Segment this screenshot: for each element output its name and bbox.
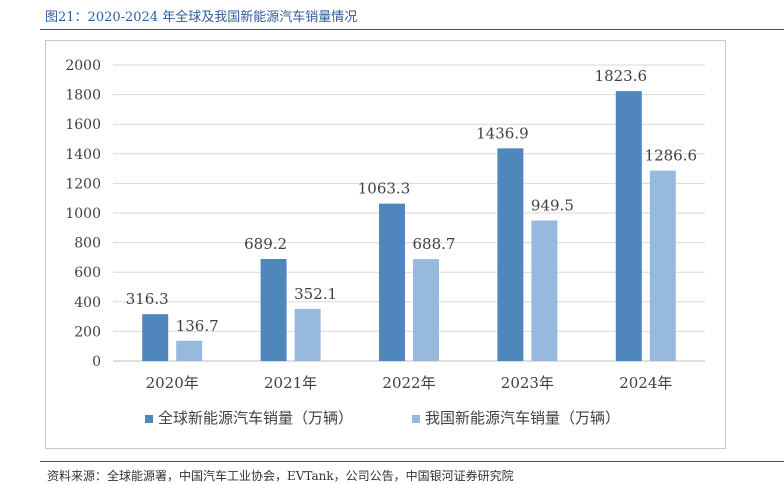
- bar-global: [379, 203, 405, 361]
- bar-china: [649, 170, 676, 361]
- data-label-china: 1286.6: [645, 147, 698, 165]
- figure-title: 图21：2020-2024 年全球及我国新能源汽车销量情况: [45, 10, 358, 25]
- chart-frame: [45, 40, 726, 449]
- legend-swatch-global: [145, 415, 153, 423]
- x-tick-label: 2020年: [146, 374, 199, 392]
- data-label-china: 352.1: [294, 285, 337, 303]
- bar-global: [142, 314, 169, 361]
- source-note: 资料来源：全球能源署，中国汽车工业协会，EVTank，公司公告，中国银河证券研究…: [47, 469, 514, 483]
- y-tick-label: 1600: [65, 117, 101, 133]
- data-label-global: 1063.3: [358, 180, 411, 198]
- bar-china: [531, 220, 558, 361]
- y-tick-label: 1400: [65, 147, 101, 163]
- data-label-global: 1823.6: [595, 67, 648, 85]
- y-tick-label: 1000: [65, 206, 101, 222]
- data-label-china: 688.7: [413, 235, 456, 253]
- x-tick-label: 2021年: [264, 374, 317, 392]
- bar-china: [413, 259, 439, 361]
- bar-china: [176, 340, 203, 361]
- data-label-global: 316.3: [126, 290, 169, 308]
- x-tick-label: 2024年: [619, 374, 672, 392]
- data-label-china: 136.7: [176, 317, 219, 335]
- bar-global: [615, 91, 642, 361]
- data-label-global: 1436.9: [476, 124, 529, 142]
- y-tick-label: 400: [74, 295, 101, 311]
- bar-global: [260, 258, 287, 361]
- legend-label-china: 我国新能源汽车销量（万辆）: [425, 409, 620, 427]
- legend-swatch-china: [412, 415, 420, 423]
- y-tick-label: 0: [92, 354, 101, 370]
- legend-label-global: 全球新能源汽车销量（万辆）: [158, 409, 353, 427]
- source-rule: [40, 461, 784, 462]
- x-tick-label: 2023年: [501, 374, 554, 392]
- title-rule: [40, 29, 784, 30]
- y-tick-label: 2000: [65, 58, 101, 74]
- x-tick-label: 2022年: [382, 374, 435, 392]
- data-label-global: 689.2: [244, 235, 287, 253]
- bar-global: [497, 148, 524, 361]
- y-tick-label: 600: [74, 265, 101, 281]
- y-tick-label: 800: [74, 236, 101, 252]
- y-tick-label: 1800: [65, 88, 101, 104]
- data-label-china: 949.5: [531, 196, 574, 214]
- bar-china: [294, 308, 321, 361]
- y-tick-label: 1200: [65, 176, 101, 192]
- y-tick-label: 200: [74, 324, 101, 340]
